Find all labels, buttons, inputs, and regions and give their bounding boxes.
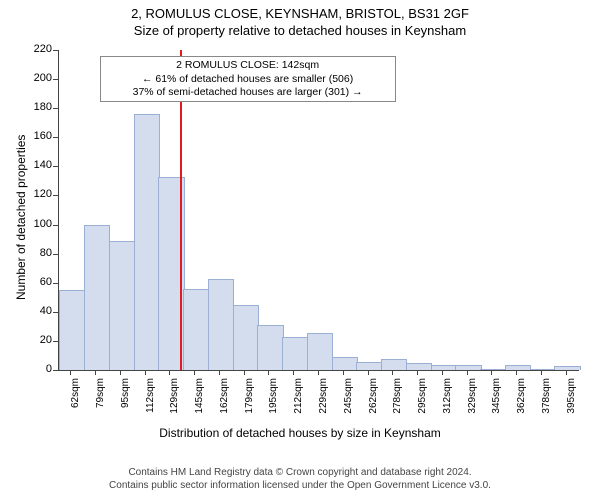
x-tick-mark [392,370,393,375]
histogram-bar [282,337,308,370]
histogram-bar [480,369,506,370]
y-tick-label: 200 [24,72,52,84]
y-tick-label: 20 [24,334,52,346]
x-tick-label: 162sqm [219,378,230,428]
y-tick-mark [53,50,58,51]
x-tick-label: 295sqm [417,378,428,428]
x-tick-label: 179sqm [244,378,255,428]
x-tick-label: 212sqm [293,378,304,428]
y-tick-label: 120 [24,188,52,200]
x-tick-mark [442,370,443,375]
footer-line2: Contains public sector information licen… [0,479,600,492]
y-tick-label: 140 [24,159,52,171]
x-tick-label: 95sqm [120,378,131,428]
y-tick-mark [53,225,58,226]
histogram-bar [406,363,432,370]
histogram-bar [59,290,85,370]
x-tick-mark [318,370,319,375]
histogram-chart: Number of detached properties Distributi… [0,40,600,460]
y-tick-label: 0 [24,363,52,375]
footer-attribution: Contains HM Land Registry data © Crown c… [0,466,600,492]
histogram-bar [84,225,110,370]
x-tick-mark [95,370,96,375]
footer-line1: Contains HM Land Registry data © Crown c… [0,466,600,479]
x-tick-mark [417,370,418,375]
y-tick-mark [53,137,58,138]
x-axis-label: Distribution of detached houses by size … [0,426,600,440]
y-tick-label: 40 [24,305,52,317]
annotation-line: 37% of semi-detached houses are larger (… [105,86,391,99]
histogram-bar [530,369,556,370]
page-title-line1: 2, ROMULUS CLOSE, KEYNSHAM, BRISTOL, BS3… [0,0,600,21]
x-tick-mark [70,370,71,375]
x-tick-mark [244,370,245,375]
y-tick-label: 180 [24,101,52,113]
x-tick-mark [467,370,468,375]
x-tick-mark [516,370,517,375]
x-tick-label: 245sqm [343,378,354,428]
x-tick-label: 345sqm [491,378,502,428]
x-tick-mark [120,370,121,375]
y-tick-mark [53,312,58,313]
x-tick-mark [194,370,195,375]
y-tick-label: 160 [24,130,52,142]
x-tick-mark [368,370,369,375]
x-tick-mark [343,370,344,375]
histogram-bar [233,305,259,370]
annotation-box: 2 ROMULUS CLOSE: 142sqm← 61% of detached… [100,56,396,101]
histogram-bar [257,325,283,370]
x-tick-label: 145sqm [194,378,205,428]
x-tick-mark [293,370,294,375]
histogram-bar [109,241,135,370]
y-tick-mark [53,166,58,167]
histogram-bar [356,362,382,370]
y-tick-label: 80 [24,247,52,259]
histogram-bar [431,365,457,370]
x-tick-label: 195sqm [268,378,279,428]
x-tick-label: 312sqm [442,378,453,428]
y-tick-label: 100 [24,218,52,230]
y-tick-mark [53,108,58,109]
y-tick-mark [53,370,58,371]
x-tick-label: 378sqm [541,378,552,428]
histogram-bar [208,279,234,370]
histogram-bar [505,365,531,370]
x-tick-label: 129sqm [169,378,180,428]
histogram-bar [381,359,407,370]
x-tick-label: 62sqm [70,378,81,428]
y-tick-label: 220 [24,43,52,55]
y-tick-mark [53,195,58,196]
x-tick-mark [145,370,146,375]
x-tick-mark [268,370,269,375]
histogram-bar [183,289,209,370]
histogram-bar [134,114,160,370]
x-tick-label: 329sqm [467,378,478,428]
histogram-bar [307,333,333,370]
annotation-line: 2 ROMULUS CLOSE: 142sqm [105,59,391,72]
y-tick-mark [53,283,58,284]
page-title-line2: Size of property relative to detached ho… [0,21,600,38]
x-tick-label: 395sqm [566,378,577,428]
histogram-bar [554,366,580,370]
x-tick-mark [566,370,567,375]
y-tick-mark [53,341,58,342]
y-tick-mark [53,79,58,80]
x-tick-label: 79sqm [95,378,106,428]
y-tick-mark [53,254,58,255]
x-tick-label: 362sqm [516,378,527,428]
annotation-line: ← 61% of detached houses are smaller (50… [105,73,391,86]
x-tick-mark [541,370,542,375]
x-tick-label: 262sqm [368,378,379,428]
histogram-bar [332,357,358,370]
x-tick-label: 112sqm [145,378,156,428]
x-tick-label: 229sqm [318,378,329,428]
x-tick-mark [491,370,492,375]
x-tick-mark [169,370,170,375]
x-tick-label: 278sqm [392,378,403,428]
y-tick-label: 60 [24,276,52,288]
histogram-bar [455,365,481,370]
x-tick-mark [219,370,220,375]
